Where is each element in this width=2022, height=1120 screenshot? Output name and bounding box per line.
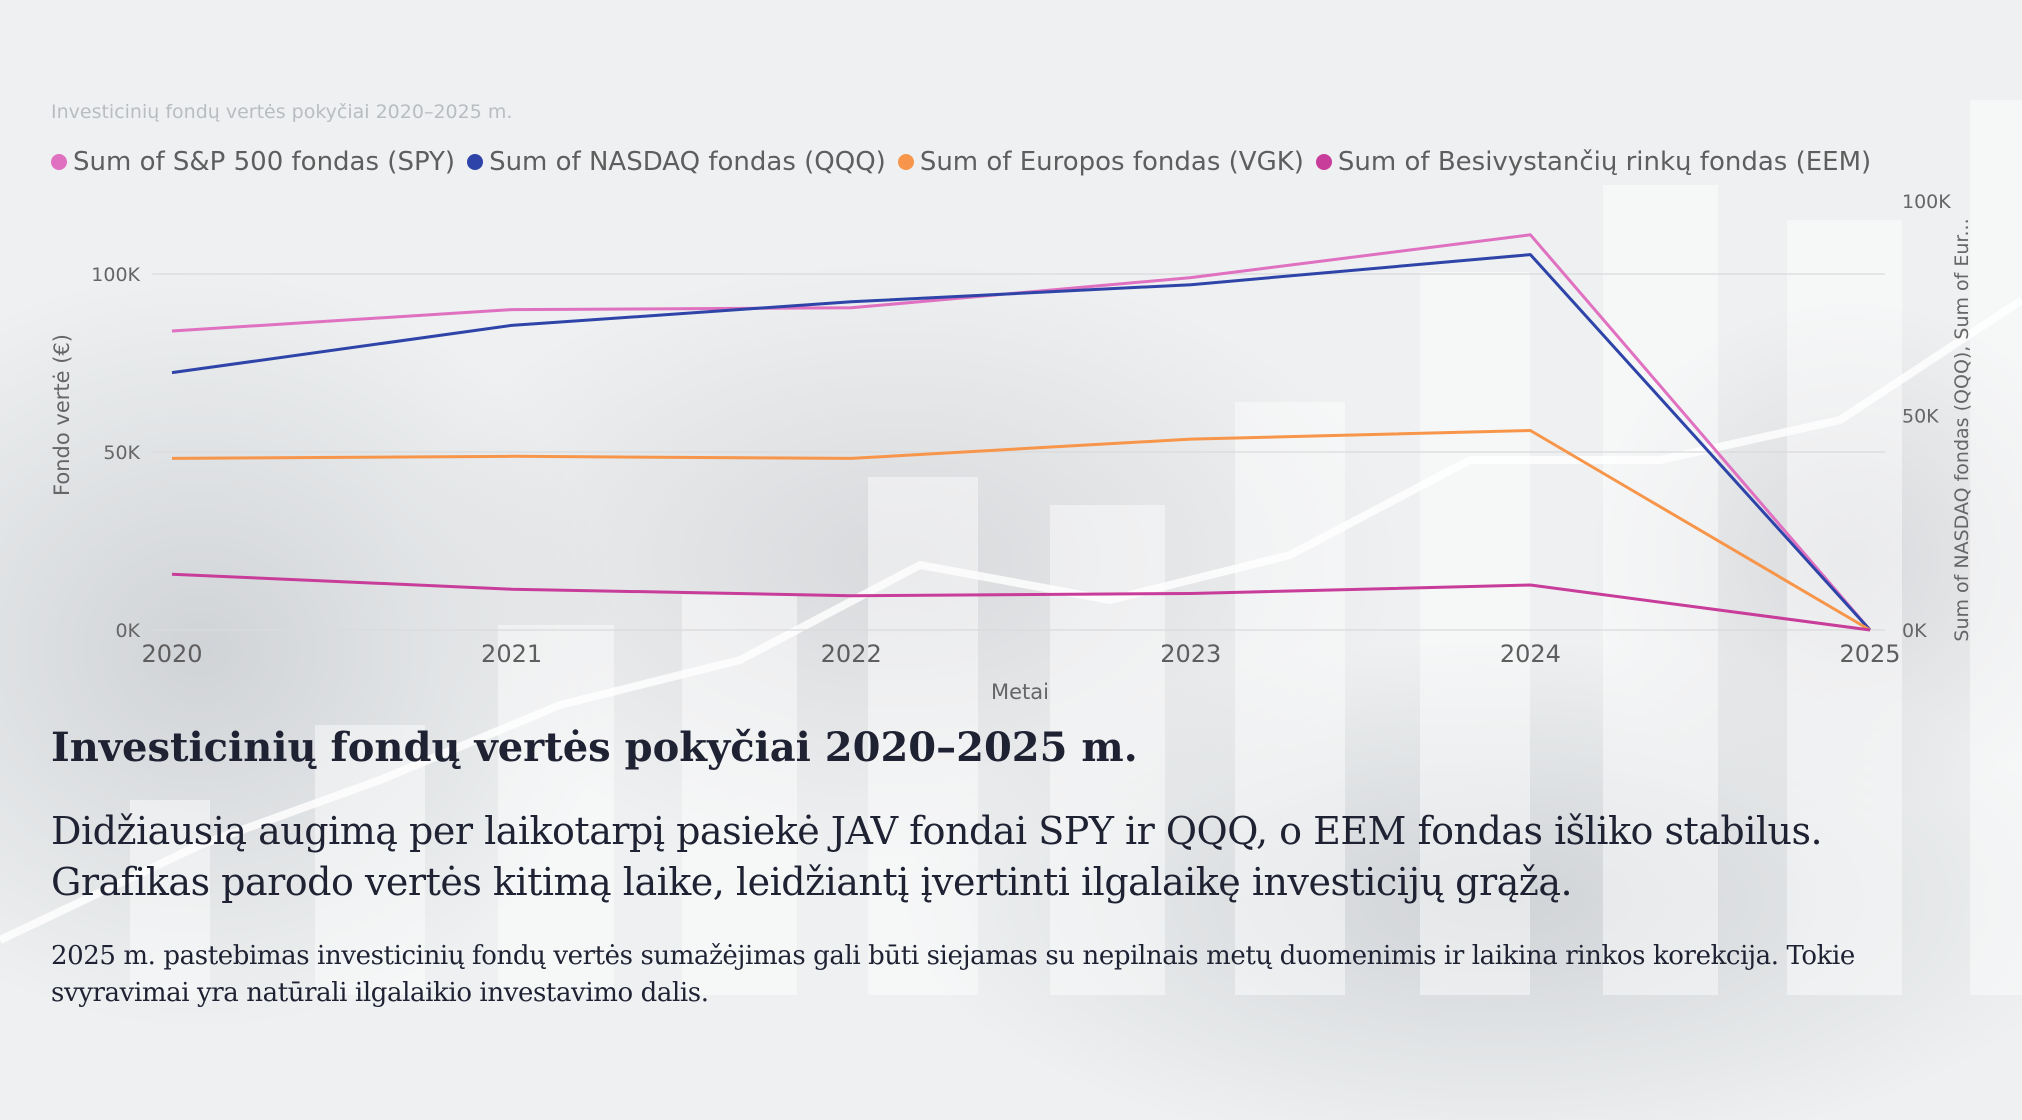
- note-text: 2025 m. pastebimas investicinių fondų ve…: [51, 941, 1855, 1008]
- legend-marker-vgk: [897, 154, 914, 170]
- series-line-1[interactable]: [171, 253, 1872, 632]
- legend-label-spy: Sum of S&P 500 fondas (SPY): [73, 147, 456, 177]
- x-tick-label: 2022: [821, 640, 882, 668]
- legend-marker-qqq: [467, 154, 484, 170]
- series-line-3[interactable]: [171, 572, 1871, 632]
- legend-label-qqq: Sum of NASDAQ fondas (QQQ): [489, 147, 886, 177]
- x-tick-label: 2023: [1160, 640, 1221, 668]
- headline: Investicinių fondų vertės pokyčiai 2020–…: [51, 724, 1138, 771]
- y-tick-label: 100K: [91, 264, 140, 286]
- y-tick-label: 50K: [103, 442, 140, 464]
- x-axis-label: Metai: [991, 680, 1049, 704]
- y-axis-label: Fondo vertė (€): [50, 334, 74, 496]
- x-tick-label: 2021: [481, 640, 542, 668]
- y-right-tick-label: 50K: [1902, 406, 1939, 428]
- legend-label-vgk: Sum of Europos fondas (VGK): [919, 147, 1304, 177]
- legend-label-eem: Sum of Besivystančių rinkų fondas (EEM): [1337, 147, 1872, 177]
- x-tick-label: 2025: [1839, 640, 1900, 668]
- legend-item-vgk[interactable]: Sum of Europos fondas (VGK): [897, 147, 1304, 177]
- series-line-2[interactable]: [171, 429, 1871, 632]
- x-tick-label: 2024: [1500, 640, 1561, 668]
- legend-item-qqq[interactable]: Sum of NASDAQ fondas (QQQ): [467, 147, 886, 177]
- summary-text: Didžiausią augimą per laikotarpį pasiekė…: [51, 809, 1823, 904]
- y-tick-label: 0K: [115, 620, 140, 642]
- legend-marker-spy: [51, 154, 67, 170]
- y-axis-label-right: Sum of NASDAQ fondas (QQQ), Sum of Eur..…: [1951, 218, 1973, 641]
- line-chart: 0K 50K 100K 0K 50K 100K 2020 2021 2022 2023 2024…: [50, 191, 1973, 704]
- chart-subtitle: Investicinių fondų vertės pokyčiai 2020–…: [51, 101, 513, 123]
- y-right-tick-label: 100K: [1902, 191, 1951, 213]
- chart-legend: Sum of S&P 500 fondas (SPY) Sum of NASDA…: [51, 144, 1883, 180]
- x-tick-label: 2020: [141, 640, 202, 668]
- legend-item-spy[interactable]: Sum of S&P 500 fondas (SPY): [51, 147, 455, 177]
- legend-marker-eem: [1315, 154, 1332, 170]
- y-right-tick-label: 0K: [1902, 620, 1927, 642]
- legend-item-eem[interactable]: Sum of Besivystančių rinkų fondas (EEM): [1315, 147, 1872, 177]
